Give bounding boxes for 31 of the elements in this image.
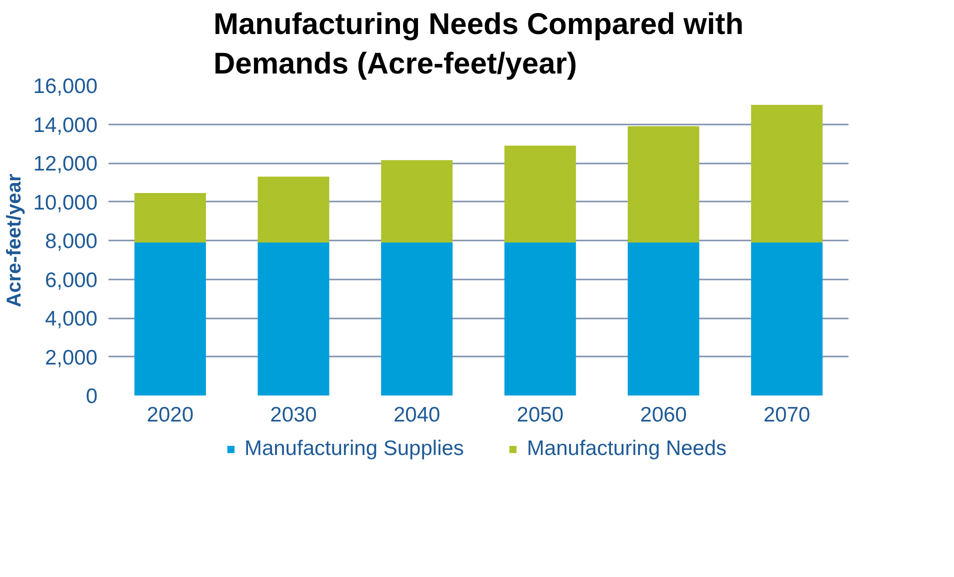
y-tick-label: 4,000 xyxy=(44,308,98,330)
bar xyxy=(134,242,206,396)
x-tick-label: 2030 xyxy=(270,404,317,426)
y-tick-label: 6,000 xyxy=(44,268,98,292)
bar xyxy=(381,160,453,242)
bar xyxy=(751,104,823,242)
bar xyxy=(628,126,700,242)
y-tick-label: 14,000 xyxy=(33,114,98,137)
y-axis-title: Acre-feet/year xyxy=(3,174,26,308)
bar xyxy=(258,176,330,242)
bar xyxy=(258,242,330,396)
y-tick-label: 16,000 xyxy=(33,75,98,98)
bar xyxy=(751,242,823,396)
bar xyxy=(504,146,576,242)
bar xyxy=(628,242,700,396)
x-tick-label: 2050 xyxy=(516,404,564,426)
y-tick-label: 8,000 xyxy=(44,230,98,253)
x-tick-label: 2020 xyxy=(146,404,194,426)
y-tick-label: 2,000 xyxy=(44,346,98,370)
chart-title: Manufacturing Needs Compared with Demands (Acre-feet/year) xyxy=(213,8,744,80)
bar xyxy=(134,193,206,242)
x-tick-label: 2040 xyxy=(393,404,440,426)
y-tick-label: 0 xyxy=(86,385,98,408)
bar xyxy=(381,242,453,396)
legend-label: Manufacturing Supplies xyxy=(244,437,464,461)
x-tick-label: 2060 xyxy=(640,404,687,426)
y-tick-label: 10,000 xyxy=(33,191,98,214)
bar xyxy=(504,242,576,396)
y-tick-label: 12,000 xyxy=(33,152,98,176)
x-tick-label: 2070 xyxy=(763,404,810,426)
legend-label: Manufacturing Needs xyxy=(526,437,727,461)
